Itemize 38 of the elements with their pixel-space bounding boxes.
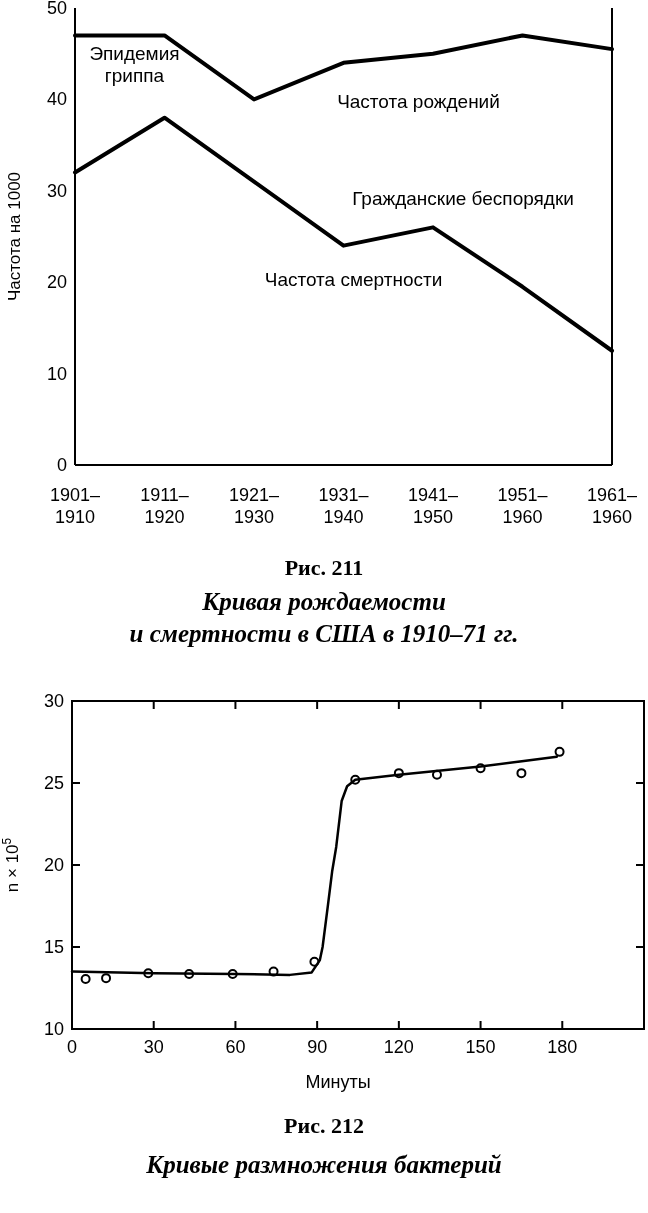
- y-tick-label: 30: [43, 691, 64, 711]
- y-tick-label: 25: [43, 773, 64, 793]
- x-tick-label: 1961– 1960: [586, 485, 638, 527]
- point: [516, 768, 527, 779]
- x-tick-label: 90: [307, 1037, 328, 1057]
- y-tick-label: 20: [43, 855, 64, 875]
- y-tick-label: 15: [43, 937, 64, 957]
- x-tick-label: 60: [225, 1037, 246, 1057]
- x-tick-label: 1921– 1930: [228, 485, 280, 527]
- y-tick-label: 40: [46, 89, 67, 110]
- series-label: Частота рождений: [337, 90, 500, 112]
- y-tick-label: 10: [46, 363, 67, 384]
- y-tick-label: 20: [46, 272, 67, 293]
- x-tick-label: 150: [465, 1037, 496, 1057]
- x-tick-label: 1931– 1940: [318, 485, 369, 527]
- y-tick-label: 50: [46, 0, 67, 18]
- point: [554, 746, 565, 757]
- text: Кривая рождаемости и смертности в США в 1910–71 гг.: [129, 588, 519, 647]
- x-tick-label: 1941– 1950: [407, 485, 459, 527]
- annotation: Гражданские беспорядки: [352, 188, 574, 210]
- text: Кривые размножения бактерий: [145, 1151, 502, 1178]
- x-tick-label: 1951– 1960: [497, 485, 548, 527]
- y-tick-label: 30: [46, 180, 67, 201]
- x-axis-title: Минуты: [305, 1072, 371, 1092]
- x-tick-label: 180: [547, 1037, 578, 1057]
- point: [80, 973, 91, 984]
- x-tick-label: 1901– 1910: [49, 485, 101, 527]
- annotation: Эпидемия гриппа: [89, 42, 180, 86]
- x-tick-label: 30: [143, 1037, 164, 1057]
- y-tick-label: 0: [56, 455, 67, 475]
- text: Рис. 212: [284, 1113, 364, 1138]
- y-axis-title: Частота на 1000: [5, 171, 24, 302]
- text: Рис. 211: [284, 555, 364, 580]
- x-tick-label: 120: [383, 1037, 414, 1057]
- point: [101, 973, 112, 984]
- x-tick-label: 1911– 1920: [140, 485, 189, 527]
- series-label: Частота смертности: [264, 268, 443, 290]
- y-tick-label: 10: [43, 1019, 64, 1039]
